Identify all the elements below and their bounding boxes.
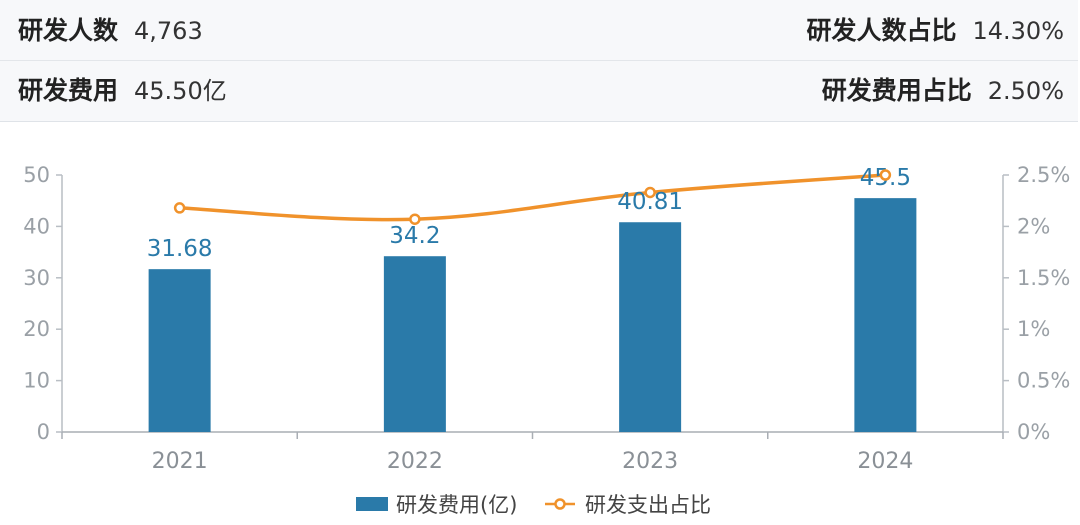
bar bbox=[383, 256, 446, 432]
stats-row-expense: 研发费用 45.50亿 研发费用占比 2.50% bbox=[0, 62, 1078, 120]
x-tick-label: 2023 bbox=[622, 449, 678, 474]
data-label: 31.68 bbox=[147, 236, 213, 262]
stats-panel: 研发人数 4,763 研发人数占比 14.30% 研发费用 45.50亿 研发费用占比… bbox=[0, 0, 1078, 122]
right-tick-label: 1.5% bbox=[1017, 266, 1070, 290]
left-tick-label: 0 bbox=[37, 420, 50, 444]
legend-bar-swatch bbox=[356, 497, 388, 511]
stat-rd-staff-ratio: 研发人数占比 14.30% bbox=[806, 2, 1064, 60]
stat-value: 45.50亿 bbox=[134, 77, 227, 105]
bar bbox=[854, 198, 917, 432]
x-tick-label: 2022 bbox=[387, 449, 443, 474]
right-tick-label: 0.5% bbox=[1017, 369, 1070, 393]
stat-rd-expense: 研发费用 45.50亿 bbox=[18, 62, 227, 120]
stat-rd-expense-ratio: 研发费用占比 2.50% bbox=[822, 62, 1064, 120]
bar bbox=[148, 269, 211, 432]
stat-rd-staff: 研发人数 4,763 bbox=[18, 2, 203, 60]
bar bbox=[619, 222, 682, 432]
right-tick-label: 1% bbox=[1017, 317, 1050, 341]
legend-label: 研发费用(亿) bbox=[396, 493, 517, 517]
line-point bbox=[644, 186, 656, 199]
rd-chart: 0 10 20 30 40 50 0% 0.5% 1% 1.5% 2% 2.5% 2021 2022 202… bbox=[23, 163, 1070, 517]
right-tick-label: 2.5% bbox=[1017, 163, 1070, 187]
line-point bbox=[879, 169, 892, 181]
legend-label: 研发支出占比 bbox=[585, 493, 711, 517]
line-point bbox=[173, 202, 186, 214]
stat-label: 研发人数占比 bbox=[806, 16, 957, 45]
stat-value: 4,763 bbox=[134, 17, 203, 45]
stat-label: 研发人数 bbox=[18, 16, 119, 45]
series-line bbox=[177, 173, 888, 222]
right-tick-label: 2% bbox=[1017, 214, 1050, 238]
stat-label: 研发费用 bbox=[18, 76, 119, 105]
left-tick-label: 20 bbox=[23, 317, 50, 341]
stat-label: 研发费用占比 bbox=[821, 76, 972, 105]
left-tick-label: 10 bbox=[23, 369, 50, 393]
x-tick-label: 2024 bbox=[857, 449, 913, 474]
stat-value: 2.50% bbox=[987, 77, 1064, 105]
x-tick-label: 2021 bbox=[152, 449, 208, 474]
line-point bbox=[409, 213, 421, 225]
right-tick-label: 0% bbox=[1017, 420, 1050, 444]
data-label: 34.2 bbox=[389, 223, 440, 249]
stats-row-staff: 研发人数 4,763 研发人数占比 14.30% bbox=[0, 2, 1078, 61]
left-tick-label: 30 bbox=[23, 266, 50, 290]
legend-line-marker bbox=[554, 498, 566, 510]
left-tick-label: 40 bbox=[23, 214, 50, 238]
stat-value: 14.30% bbox=[972, 17, 1064, 45]
left-tick-label: 50 bbox=[23, 163, 50, 187]
